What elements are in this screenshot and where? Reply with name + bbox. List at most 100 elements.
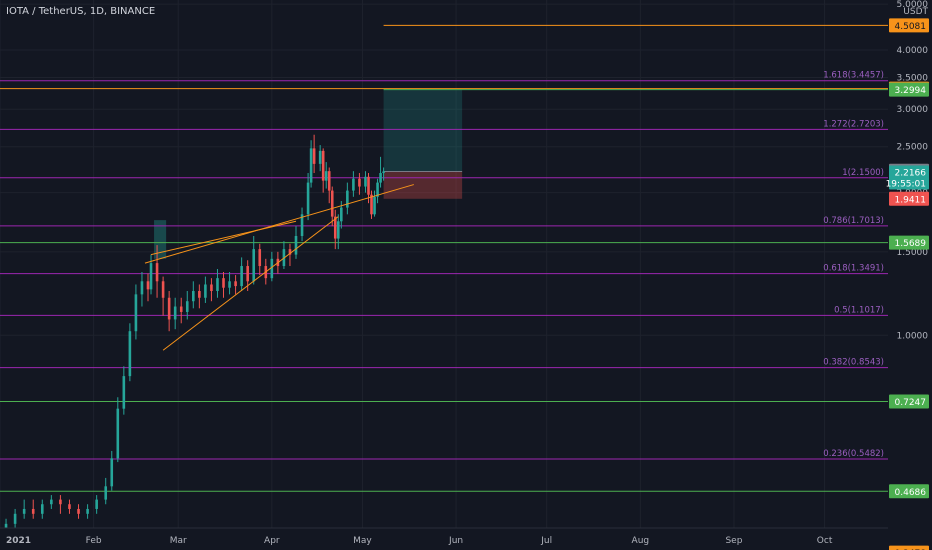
candle-body xyxy=(336,221,340,239)
wedge-trendline xyxy=(150,220,297,256)
fib-label-1: 1(2.1500) xyxy=(842,168,884,178)
level-tag-4.5081: 4.5081 xyxy=(895,22,927,32)
price-tick-label: 3.0000 xyxy=(897,105,929,115)
candle-body xyxy=(59,499,62,505)
candle-body xyxy=(198,291,201,298)
bar-countdown: 19:55:01 xyxy=(886,179,926,189)
candle-body xyxy=(294,236,298,255)
candle-body xyxy=(128,331,132,377)
candle-body xyxy=(149,263,153,290)
price-tags: 4.50813.31513.29941.56890.72470.46860.34… xyxy=(886,18,929,550)
time-tick-label: 2021 xyxy=(6,536,31,546)
candle-body xyxy=(318,150,322,164)
level-tag-0.3478-bg xyxy=(889,545,929,550)
stop-zone xyxy=(383,171,463,199)
candle-body xyxy=(312,148,316,164)
candle-body xyxy=(228,281,231,288)
candle-body xyxy=(234,281,237,287)
candle-body xyxy=(300,214,304,237)
candle-body xyxy=(346,190,349,208)
fib-label-0.618: 0.618(1.3491) xyxy=(823,264,884,274)
time-tick-label: Mar xyxy=(170,536,187,546)
candle-body xyxy=(167,297,171,320)
candle-body xyxy=(185,301,189,312)
candle-body xyxy=(379,173,382,183)
candle-body xyxy=(204,284,207,298)
level-tag-0.7247-bg xyxy=(889,394,929,409)
candle-body xyxy=(240,266,243,287)
level-tag-1.5689-bg xyxy=(889,235,929,250)
price-tick-label: 3.5000 xyxy=(897,73,929,83)
candle-body xyxy=(173,306,177,320)
fib-label-0.236: 0.236(0.5482) xyxy=(823,449,884,459)
candle-body xyxy=(210,284,213,292)
symbol-title[interactable]: IOTA / TetherUS, 1D, BINANCE xyxy=(6,6,156,17)
candle-body xyxy=(367,176,370,195)
candle-body xyxy=(252,249,256,282)
candle-body xyxy=(330,190,334,217)
candle-body xyxy=(358,178,361,187)
candle-body xyxy=(324,171,328,181)
candle-body xyxy=(122,376,126,409)
currency-label: USDT xyxy=(903,7,928,17)
candle-body xyxy=(86,508,89,514)
candle-body xyxy=(340,207,343,222)
time-axis-bg xyxy=(0,528,932,550)
fib-label-1.272: 1.272(2.7203) xyxy=(823,119,884,129)
fib-label-0.382: 0.382(0.8543) xyxy=(823,358,884,368)
candle-body xyxy=(321,150,325,181)
candle-body xyxy=(22,508,26,514)
candle-body xyxy=(179,306,183,312)
candle-body xyxy=(216,278,219,292)
fib-label-0.5: 0.5(1.1017) xyxy=(834,305,884,315)
candle-body xyxy=(288,249,292,255)
level-tag-3.2994-bg xyxy=(889,82,929,97)
horizontal-levels xyxy=(0,24,888,492)
candle-body xyxy=(140,281,144,295)
candle-body xyxy=(110,458,114,487)
candle-body xyxy=(333,216,337,239)
stop-price-tag-bg xyxy=(889,191,929,206)
candle-body xyxy=(104,486,108,500)
candle-body xyxy=(68,504,71,509)
candle-body xyxy=(77,508,80,514)
time-tick-label: Aug xyxy=(632,536,650,546)
candle-body xyxy=(50,499,53,505)
stop-price-tag: 1.9411 xyxy=(895,195,927,205)
time-tick-label: May xyxy=(353,536,372,546)
price-tick-label: 1.5000 xyxy=(897,248,929,258)
level-tag-0.4686: 0.4686 xyxy=(895,488,927,498)
candle-body xyxy=(270,258,274,279)
wedge-trendline xyxy=(144,184,414,264)
fib-label-1.618: 1.618(3.4457) xyxy=(823,71,884,81)
candle-body xyxy=(364,176,367,187)
time-axis: 2021 Feb Mar Apr May Jun Jul Aug Sep Oct xyxy=(0,527,932,550)
time-tick-label: Jun xyxy=(448,536,463,546)
candle-body xyxy=(222,278,225,288)
candle-body xyxy=(309,148,313,183)
fibonacci-levels: 1.618(3.4457) 1.272(2.7203) 1(2.1500) 0.786… xyxy=(0,71,888,460)
level-tag-0.7247: 0.7247 xyxy=(895,398,927,408)
candle-body xyxy=(146,281,150,290)
time-tick-label: Jul xyxy=(540,536,552,546)
wedge-trendline xyxy=(162,216,339,351)
candles xyxy=(4,134,385,540)
level-tag-4.5081-bg xyxy=(889,18,929,33)
candle-body xyxy=(192,291,195,302)
price-tick-label: 1.0000 xyxy=(897,331,929,341)
candle-body xyxy=(95,499,98,509)
profit-zone xyxy=(383,89,463,172)
level-tag-0.4686-bg xyxy=(889,484,929,499)
candle-body xyxy=(246,266,249,282)
price-tick-label: 2.5000 xyxy=(897,143,929,153)
current-price-tag-bg xyxy=(889,165,929,190)
candle-body xyxy=(373,196,376,215)
candle-body xyxy=(376,182,379,197)
current-price-tag: 2.2166 xyxy=(895,168,927,178)
time-tick-label: Apr xyxy=(264,536,280,546)
candle-body xyxy=(116,408,120,459)
candle-body xyxy=(370,194,373,215)
